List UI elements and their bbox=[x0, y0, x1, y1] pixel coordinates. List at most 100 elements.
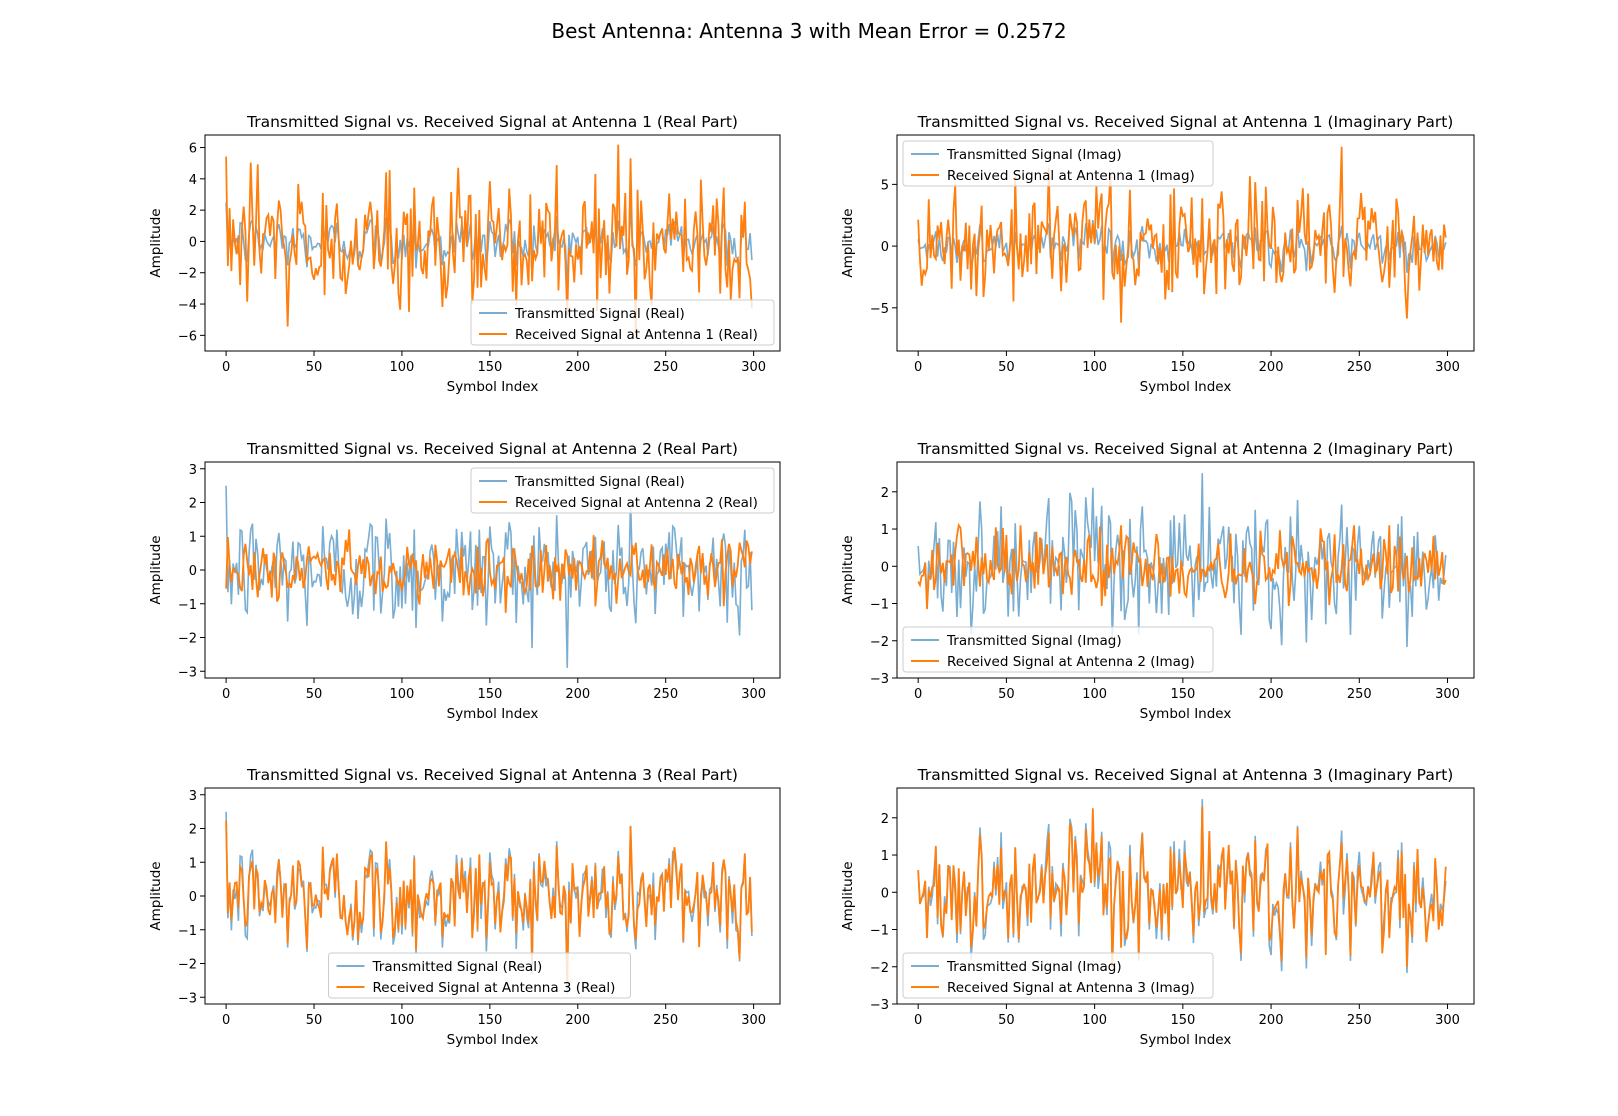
x-tick-label-6-300: 300 bbox=[1435, 1013, 1460, 1028]
legend-label-3-2: Received Signal at Antenna 2 (Real) bbox=[515, 495, 758, 511]
legend-1: Transmitted Signal (Real) Received Signal… bbox=[470, 299, 775, 346]
legend-label-4-2: Received Signal at Antenna 2 (Imag) bbox=[947, 654, 1195, 670]
x-tick-label-3-300: 300 bbox=[741, 687, 766, 702]
x-tick-label-3-200: 200 bbox=[565, 687, 590, 702]
legend-label-2-2: Received Signal at Antenna 1 (Imag) bbox=[947, 168, 1195, 184]
x-tick-label-1-100: 100 bbox=[390, 360, 415, 375]
y-tick-label-3--3: −3 bbox=[178, 665, 197, 680]
x-tick-label-6-0: 0 bbox=[914, 1013, 922, 1028]
x-axis-label-4: Symbol Index bbox=[1140, 706, 1232, 722]
x-tick-label-2-250: 250 bbox=[1347, 360, 1372, 375]
legend-box-2 bbox=[902, 140, 1214, 187]
y-tick-label-5--2: −2 bbox=[178, 958, 197, 973]
x-tick-label-1-50: 50 bbox=[306, 360, 323, 375]
x-tick-label-3-100: 100 bbox=[390, 687, 415, 702]
y-tick-label-1--4: −4 bbox=[178, 298, 197, 313]
series-line-2-2 bbox=[917, 146, 1447, 323]
y-tick-label-4--1: −1 bbox=[870, 598, 889, 613]
y-axis-label-5: Amplitude bbox=[148, 861, 164, 930]
legend-label-5-2: Received Signal at Antenna 3 (Real) bbox=[373, 980, 616, 996]
x-tick-label-6-100: 100 bbox=[1082, 1013, 1107, 1028]
legend-label-1-2: Received Signal at Antenna 1 (Real) bbox=[515, 327, 758, 343]
x-axis-label-3: Symbol Index bbox=[447, 706, 539, 722]
x-tick-label-6-250: 250 bbox=[1347, 1013, 1372, 1028]
y-tick-label-6--1: −1 bbox=[870, 924, 889, 939]
y-tick-label-4--2: −2 bbox=[870, 635, 889, 650]
y-tick-label-1--6: −6 bbox=[178, 329, 197, 344]
x-tick-label-6-150: 150 bbox=[1170, 1013, 1195, 1028]
x-tick-label-2-100: 100 bbox=[1082, 360, 1107, 375]
x-tick-label-6-200: 200 bbox=[1259, 1013, 1284, 1028]
y-tick-label-5-3: 3 bbox=[189, 789, 197, 804]
x-axis-label-6: Symbol Index bbox=[1140, 1032, 1232, 1048]
legend-2: Transmitted Signal (Imag) Received Signal… bbox=[902, 140, 1214, 187]
y-tick-label-3-1: 1 bbox=[189, 530, 197, 545]
x-tick-label-3-150: 150 bbox=[477, 687, 502, 702]
subplot-title-1: Transmitted Signal vs. Received Signal a… bbox=[246, 113, 738, 131]
y-tick-label-2--5: −5 bbox=[870, 302, 889, 317]
y-tick-label-3-2: 2 bbox=[189, 497, 197, 512]
y-tick-label-6-0: 0 bbox=[881, 886, 889, 901]
x-tick-label-5-0: 0 bbox=[222, 1013, 230, 1028]
x-tick-label-3-0: 0 bbox=[222, 687, 230, 702]
axes-frame-1 bbox=[204, 134, 781, 352]
legend-box-1 bbox=[470, 299, 775, 346]
y-tick-label-2-5: 5 bbox=[881, 178, 889, 193]
y-axis-label-4: Amplitude bbox=[840, 535, 856, 604]
x-tick-label-2-300: 300 bbox=[1435, 360, 1460, 375]
y-tick-label-5--1: −1 bbox=[178, 924, 197, 939]
legend-label-6-2: Received Signal at Antenna 3 (Imag) bbox=[947, 980, 1195, 996]
y-axis-label-2: Amplitude bbox=[840, 208, 856, 277]
y-tick-label-4-2: 2 bbox=[881, 486, 889, 501]
axes-frame-6 bbox=[896, 787, 1475, 1005]
subplot-5: 0 50 100 150 200 250 300 −3 −2 −1 0 1 2 3 Transmitted … bbox=[148, 766, 781, 1048]
series-line-5-2 bbox=[225, 820, 753, 984]
x-tick-label-2-200: 200 bbox=[1259, 360, 1284, 375]
series-line-2-1 bbox=[917, 215, 1447, 273]
y-tick-label-3-3: 3 bbox=[189, 463, 197, 478]
x-tick-label-3-250: 250 bbox=[653, 687, 678, 702]
y-tick-label-5--3: −3 bbox=[178, 991, 197, 1006]
y-tick-label-1-2: 2 bbox=[189, 204, 197, 219]
x-tick-label-4-50: 50 bbox=[998, 687, 1015, 702]
subplot-title-6: Transmitted Signal vs. Received Signal a… bbox=[917, 766, 1454, 784]
x-axis-label-5: Symbol Index bbox=[447, 1032, 539, 1048]
y-axis-label-6: Amplitude bbox=[840, 861, 856, 930]
subplot-title-2: Transmitted Signal vs. Received Signal a… bbox=[917, 113, 1454, 131]
x-axis-label-2: Symbol Index bbox=[1140, 379, 1232, 395]
y-tick-label-6-2: 2 bbox=[881, 812, 889, 827]
x-tick-label-5-250: 250 bbox=[653, 1013, 678, 1028]
legend-label-3-1: Transmitted Signal (Real) bbox=[514, 474, 685, 490]
x-tick-label-5-200: 200 bbox=[565, 1013, 590, 1028]
y-tick-label-3-0: 0 bbox=[189, 564, 197, 579]
y-tick-label-1-0: 0 bbox=[189, 235, 197, 250]
x-tick-label-4-250: 250 bbox=[1347, 687, 1372, 702]
y-tick-label-3--1: −1 bbox=[178, 598, 197, 613]
series-line-4-2 bbox=[917, 522, 1447, 610]
legend-label-1-1: Transmitted Signal (Real) bbox=[514, 306, 685, 322]
subplot-4: 0 50 100 150 200 250 300 −3 −2 −1 0 1 2 Transmitted S… bbox=[840, 440, 1475, 722]
y-tick-label-5-2: 2 bbox=[189, 823, 197, 838]
subplot-title-5: Transmitted Signal vs. Received Signal a… bbox=[246, 766, 738, 784]
figure-suptitle: Best Antenna: Antenna 3 with Mean Error … bbox=[551, 19, 1066, 43]
x-tick-label-4-300: 300 bbox=[1435, 687, 1460, 702]
y-tick-label-4-1: 1 bbox=[881, 523, 889, 538]
x-tick-label-2-150: 150 bbox=[1170, 360, 1195, 375]
y-tick-label-1--2: −2 bbox=[178, 267, 197, 282]
x-tick-label-4-200: 200 bbox=[1259, 687, 1284, 702]
legend-4: Transmitted Signal (Imag) Received Signal… bbox=[902, 626, 1214, 673]
series-line-6-2 bbox=[917, 806, 1447, 968]
y-tick-label-1-6: 6 bbox=[189, 142, 197, 157]
x-tick-label-4-0: 0 bbox=[914, 687, 922, 702]
x-tick-label-1-150: 150 bbox=[477, 360, 502, 375]
x-tick-label-6-50: 50 bbox=[998, 1013, 1015, 1028]
axes-frame-4 bbox=[896, 461, 1475, 679]
y-tick-label-4-0: 0 bbox=[881, 560, 889, 575]
x-tick-label-5-50: 50 bbox=[306, 1013, 323, 1028]
x-tick-label-1-200: 200 bbox=[565, 360, 590, 375]
series-line-3-2 bbox=[225, 529, 753, 613]
legend-box-3 bbox=[470, 467, 775, 514]
legend-box-4 bbox=[902, 626, 1214, 673]
y-tick-label-2-0: 0 bbox=[881, 240, 889, 255]
